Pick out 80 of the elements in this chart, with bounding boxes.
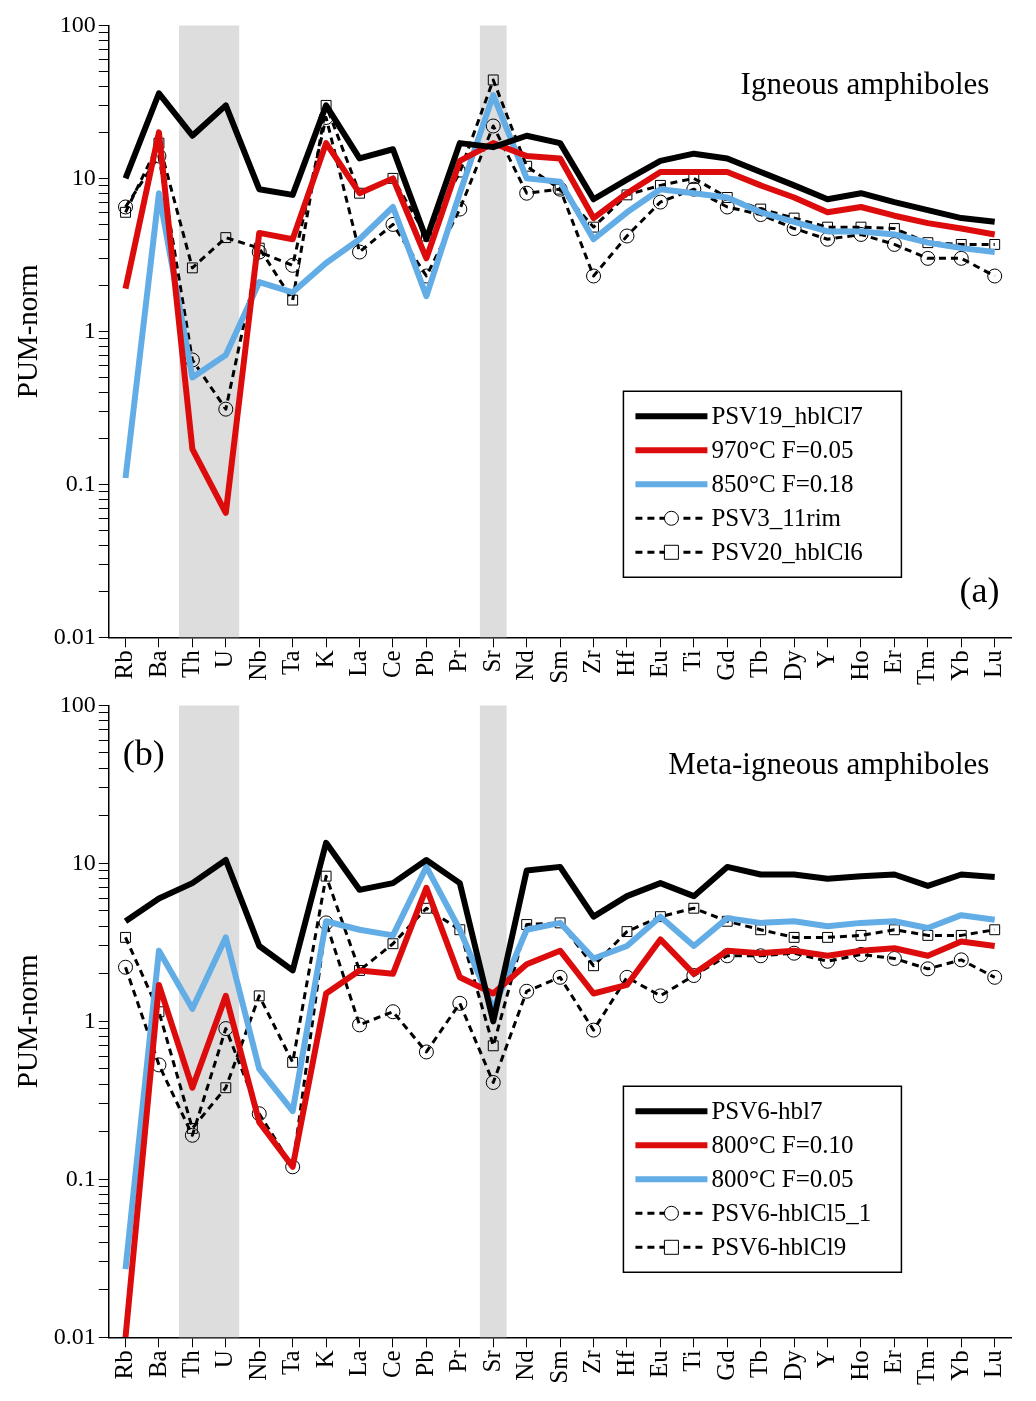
x-tick-label: Ta [277,1350,305,1375]
x-tick-label: Ce [377,1350,405,1379]
x-tick-label: La [344,650,372,677]
y-tick-label: 10 [71,163,96,190]
annotation: (b) [122,732,165,773]
x-tick-label: Pr [444,649,472,673]
annotation: (a) [959,569,1000,610]
x-tick-label: Zr [578,649,606,674]
x-tick-label: Sm [544,1349,572,1384]
x-tick-label: Tb [745,650,773,679]
x-tick-label: Pb [410,650,438,677]
x-tick-label: Rb [110,1350,138,1380]
x-tick-label: K [310,1350,338,1369]
y-tick-label: 10 [71,848,96,875]
x-tick-label: Ba [143,650,171,679]
x-tick-label: Hf [611,1349,639,1377]
legend-label: 970°C F=0.05 [711,435,854,463]
x-tick-label: Ho [845,650,873,681]
y-tick-label: 0.01 [53,1322,96,1349]
x-tick-label: Gd [711,649,739,681]
legend-label: PSV6-hblCl5_1 [711,1198,872,1226]
x-tick-label: Sm [544,649,572,684]
x-tick-label: Er [878,649,906,674]
legend-label: PSV3_11rim [711,503,842,531]
x-tick-label: Yb [945,650,973,681]
x-tick-label: Tb [745,1350,773,1379]
x-tick-label: Y [812,650,840,669]
y-tick-label: 0.1 [65,1164,96,1191]
x-tick-label: Eu [644,649,672,679]
text: Igneous amphiboles [740,65,990,101]
x-tick-label: Pb [410,1350,438,1377]
x-tick-label: Y [812,1350,840,1369]
x-tick-label: Tm [912,1349,940,1385]
x-tick-label: Lu [979,1349,1007,1379]
x-tick-label: Nb [243,650,271,681]
x-tick-label: U [210,650,238,669]
x-tick-label: Yb [945,1350,973,1381]
text: Meta-igneous amphiboles [668,745,990,781]
x-tick-label: Ba [143,1350,171,1379]
x-tick-label: Sr [477,1349,505,1373]
x-tick-label: K [310,650,338,669]
legend-label: 800°C F=0.10 [711,1130,854,1158]
y-axis-title: PUM-norm [11,954,44,1089]
x-tick-label: Nd [511,649,539,681]
x-tick-label: Ho [845,1350,873,1381]
legend-label: 800°C F=0.05 [711,1164,854,1192]
x-tick-label: Nb [243,1350,271,1381]
legend-label: PSV19_hblCl7 [711,401,863,429]
legend-label: 850°C F=0.18 [711,469,854,497]
legend-label: PSV6-hbl7 [711,1096,823,1124]
x-tick-label: Gd [711,1349,739,1381]
x-tick-label: U [210,1350,238,1369]
x-tick-label: Nd [511,1349,539,1381]
x-tick-label: Dy [778,649,806,681]
x-tick-label: Lu [979,649,1007,679]
x-tick-label: Dy [778,1349,806,1381]
x-tick-label: Th [176,1349,204,1379]
x-tick-label: Ce [377,650,405,679]
x-tick-label: Tm [912,649,940,685]
x-tick-label: Th [176,649,204,679]
x-tick-label: La [344,1350,372,1377]
y-tick-label: 100 [59,10,96,37]
x-tick-label: Rb [110,650,138,680]
x-tick-label: Ti [678,1350,706,1372]
x-tick-label: Ti [678,650,706,672]
y-tick-label: 0.1 [65,469,96,496]
y-tick-label: 100 [59,690,96,717]
x-tick-label: Er [878,1349,906,1374]
x-tick-label: Ta [277,650,305,675]
y-tick-label: 0.01 [53,622,96,649]
y-axis-title: PUM-norm [11,264,44,399]
y-tick-label: 1 [83,316,96,343]
x-tick-label: Eu [644,1349,672,1379]
x-tick-label: Zr [578,1349,606,1374]
x-tick-label: Sr [477,649,505,673]
legend-label: PSV6-hblCl9 [711,1232,847,1260]
y-tick-label: 1 [83,1006,96,1033]
legend-label: PSV20_hblCl6 [711,537,863,565]
x-tick-label: Pr [444,1349,472,1373]
x-tick-label: Hf [611,649,639,677]
